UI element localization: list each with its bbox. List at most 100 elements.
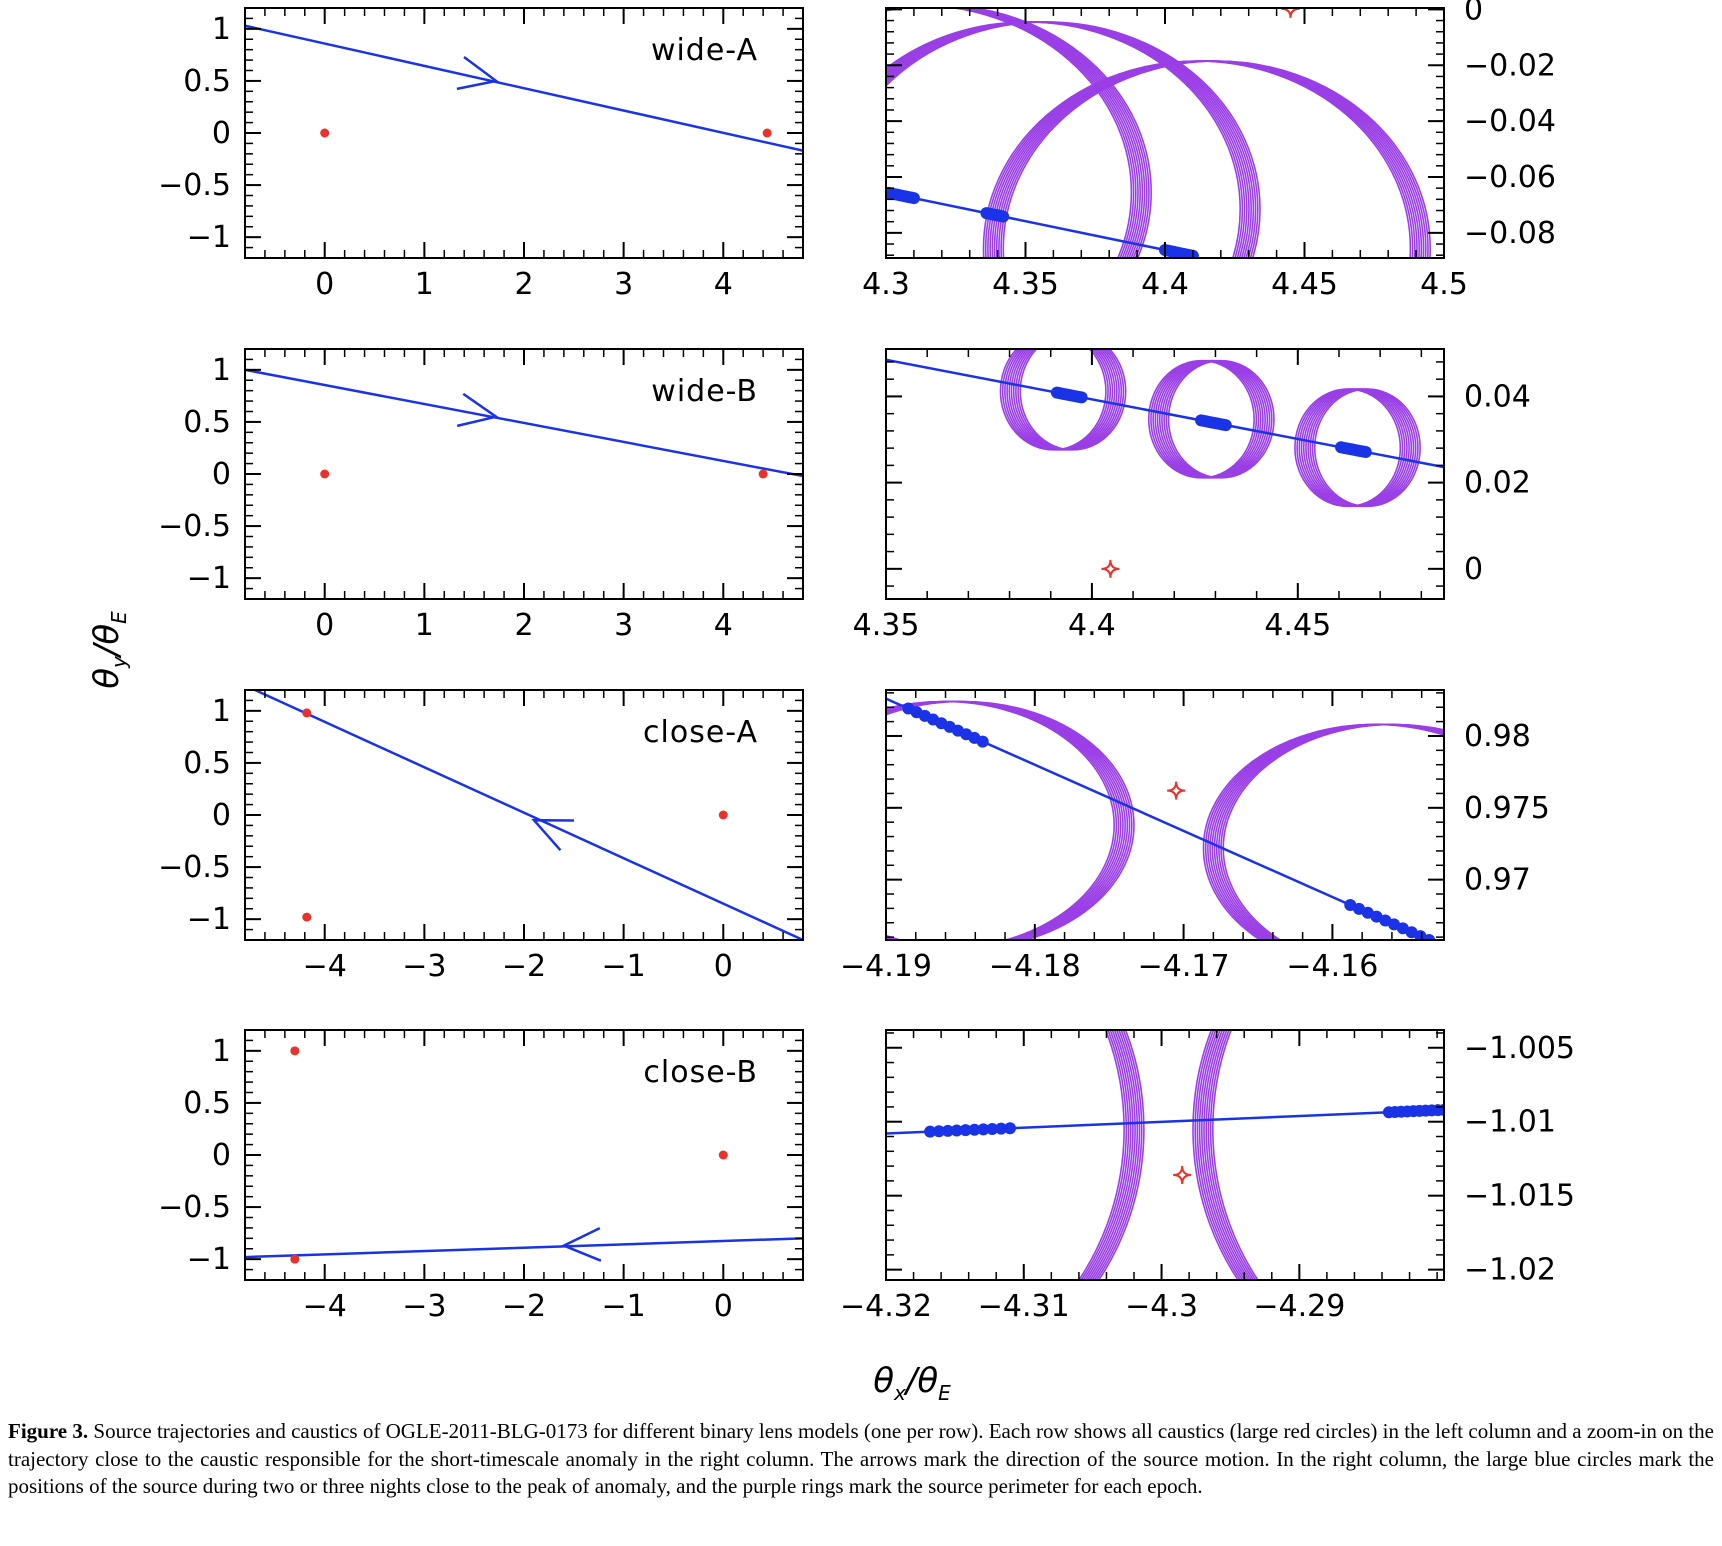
plot-area (886, 697, 1444, 940)
source-ring (886, 21, 1261, 258)
panel-label: close-A (643, 715, 758, 750)
source-trajectory (245, 1237, 803, 1259)
source-ring (886, 8, 1139, 258)
source-position (924, 1125, 937, 1138)
x-tick-label: 0 (714, 949, 733, 984)
direction-arrow (456, 392, 500, 428)
x-tick-label: −2 (502, 949, 546, 984)
source-ring (1198, 1030, 1246, 1280)
y-tick-label: −1 (187, 1242, 231, 1277)
figure-caption: Figure 3. Source trajectories and causti… (8, 1418, 1714, 1501)
y-tick-label: 0 (1464, 552, 1483, 587)
plot-area (886, 1030, 1444, 1280)
source-position (986, 1123, 999, 1136)
x-tick-label: −4 (303, 1289, 347, 1324)
x-tick-label: −4.19 (840, 949, 932, 984)
source-ring (1196, 1030, 1244, 1280)
y-tick-label: 0 (212, 457, 231, 492)
row4-left-panel: −4 −3 −2 −1 0 −1 −0.5 0 0.5 1 close-B (158, 1029, 804, 1324)
x-tick-label: 0 (315, 267, 334, 302)
y-tick-label: −0.08 (1464, 216, 1556, 251)
source-position (1004, 1122, 1016, 1135)
source-ring (1080, 1030, 1128, 1280)
y-tick-label: 0 (212, 116, 231, 151)
y-tick-label: 1 (212, 353, 231, 388)
source-ring (886, 8, 1135, 258)
source-position (1075, 391, 1088, 404)
y-tick-label: 0.97 (1464, 863, 1531, 898)
caustic-marker (290, 1046, 300, 1056)
x-tick-label: 4 (714, 267, 733, 302)
x-tick-label: 4.4 (1141, 267, 1189, 302)
source-position (907, 192, 920, 205)
y-tick-label: 1 (212, 12, 231, 47)
source-ring (1201, 1030, 1249, 1280)
source-position (950, 1124, 963, 1137)
source-ring (1086, 1030, 1134, 1280)
y-tick-label: −0.06 (1464, 160, 1556, 195)
source-position (995, 1122, 1008, 1135)
y-tick-label: 0.5 (183, 1086, 231, 1121)
source-position (1219, 419, 1232, 432)
source-position (932, 1125, 945, 1138)
x-tick-label: 4.35 (853, 608, 920, 643)
source-ring (886, 8, 1137, 258)
y-tick-label: 0.98 (1464, 719, 1531, 754)
caustic-shape (1173, 1165, 1192, 1185)
panel-label: close-B (643, 1055, 758, 1090)
source-trajectory (245, 368, 803, 478)
x-tick-label: 4.4 (1068, 608, 1116, 643)
x-tick-label: −4.32 (840, 1289, 932, 1324)
y-tick-label: −1.015 (1464, 1179, 1575, 1214)
source-ring (1192, 1030, 1240, 1280)
source-ring (1088, 1030, 1136, 1280)
plot-area (254, 690, 803, 940)
plot-area (245, 24, 803, 152)
x-axis-theta: θ (873, 1361, 894, 1400)
direction-arrow (560, 1226, 602, 1262)
x-tick-label: 4.35 (992, 267, 1059, 302)
y-tick-label: 0.04 (1464, 379, 1531, 414)
plot-frame (885, 1029, 1445, 1281)
source-ring (1019, 349, 1127, 451)
figure: 0 1 2 3 4 −1 −0.5 0 0.5 1 wide-A 4.3 4.35 4.4 4.45 4.5… (87, 0, 1575, 1400)
plot-area (245, 368, 803, 479)
caustic-marker (320, 128, 330, 138)
y-tick-label: −0.5 (158, 1190, 231, 1225)
x-axis-over: /θ (903, 1361, 938, 1400)
x-tick-label: 4.45 (1264, 608, 1331, 643)
row3-right-panel: −4.19 −4.18 −4.17 −4.16 0.97 0.975 0.98 (840, 689, 1550, 984)
source-ring (886, 8, 1148, 258)
source-position (968, 1123, 981, 1136)
x-tick-label: −1 (602, 1289, 646, 1324)
x-tick-label: 4.5 (1420, 267, 1468, 302)
row3-left-panel: −4 −3 −2 −1 0 −1 −0.5 0 0.5 1 close-A (158, 689, 804, 984)
y-tick-label: −1.02 (1464, 1253, 1556, 1288)
source-trajectory (245, 24, 803, 152)
source-position (977, 1123, 990, 1136)
plot-frame (885, 7, 1445, 259)
plot-area (886, 349, 1444, 578)
x-tick-label: −4.29 (1253, 1289, 1345, 1324)
source-position (997, 210, 1010, 223)
plot-area (886, 8, 1431, 258)
y-tick-label: −1.005 (1464, 1031, 1575, 1066)
x-tick-label: −4.18 (989, 949, 1081, 984)
source-ring (886, 700, 1135, 940)
y-tick-label: −0.5 (158, 509, 231, 544)
x-tick-label: −4 (303, 949, 347, 984)
y-tick-label: 0.5 (183, 746, 231, 781)
source-ring (1097, 1030, 1145, 1280)
x-tick-label: 3 (614, 267, 633, 302)
x-tick-label: −4.3 (1125, 1289, 1198, 1324)
source-ring (1222, 723, 1444, 940)
source-ring (1194, 1030, 1242, 1280)
source-ring (1203, 1030, 1251, 1280)
x-tick-label: 1 (415, 608, 434, 643)
panel-label: wide-B (651, 374, 758, 409)
y-tick-label: 1 (212, 694, 231, 729)
source-ring (886, 21, 1241, 258)
y-tick-label: −1 (187, 220, 231, 255)
y-tick-label: 0 (1464, 0, 1483, 27)
y-tick-label: 0.02 (1464, 466, 1531, 501)
